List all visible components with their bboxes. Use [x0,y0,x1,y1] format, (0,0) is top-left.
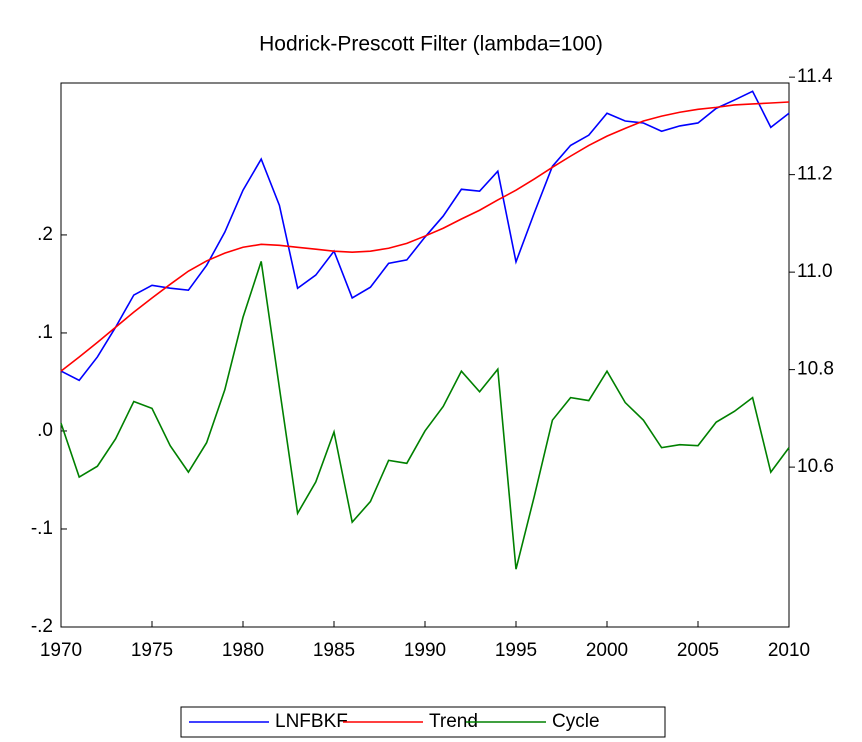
x-tick-label: 1995 [495,640,537,661]
legend-label: Cycle [552,711,600,732]
x-tick-label: 2010 [768,640,810,661]
y2-tick-label: 11.0 [797,261,833,282]
x-tick-label: 1975 [131,640,173,661]
y2-tick-label: 11.2 [797,164,833,185]
series-line [60,101,790,372]
plot-frame [60,82,790,628]
x-tick-label: 1990 [404,640,446,661]
y2-tick-label: 10.8 [797,359,834,380]
chart-title: Hodrick-Prescott Filter (lambda=100) [259,33,603,56]
y-tick-label: .2 [37,224,53,245]
y-tick-label: .0 [37,420,53,441]
y-tick-label: -.1 [31,518,53,539]
series-line [60,261,790,570]
y2-tick-label: 10.6 [797,456,834,477]
y2-tick-label: 11.4 [797,66,833,87]
series-line [60,90,790,382]
x-tick-label: 2005 [677,640,719,661]
x-tick-label: 2000 [586,640,628,661]
y-tick-label: .1 [37,322,53,343]
x-tick-label: 1970 [40,640,82,661]
y-tick-label: -.2 [31,616,53,637]
legend-label: LNFBKF [275,711,348,732]
legend-label: Trend [429,711,478,732]
x-tick-label: 1985 [313,640,355,661]
x-tick-label: 1980 [222,640,264,661]
